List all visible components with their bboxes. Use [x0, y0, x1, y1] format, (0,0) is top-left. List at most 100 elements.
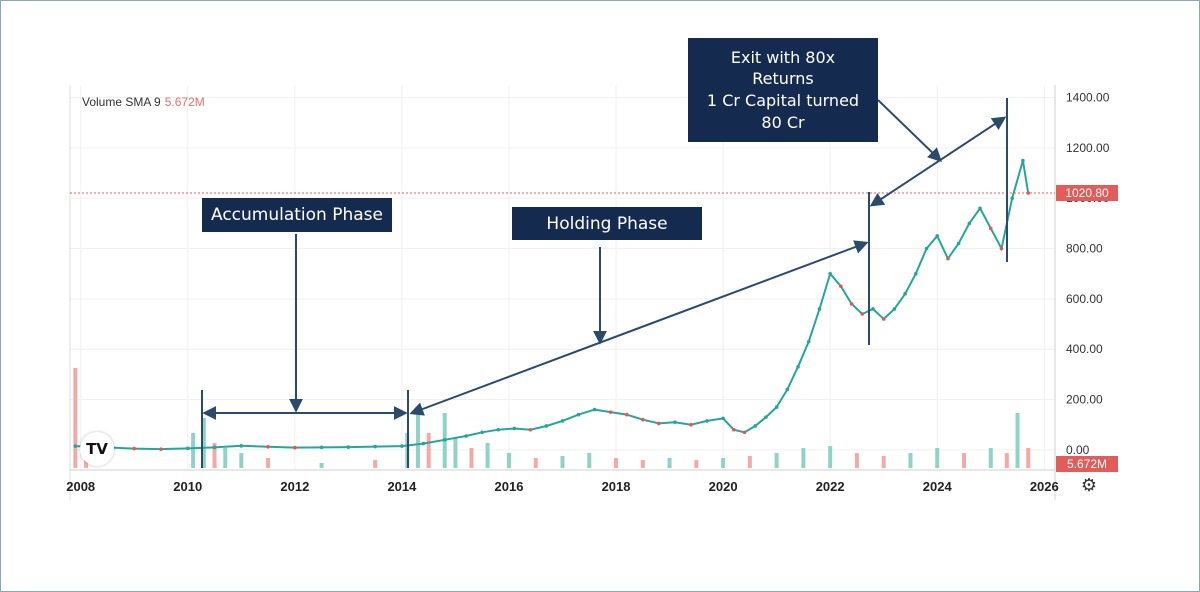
volume-legend: Volume SMA 9 5.672M	[82, 95, 205, 109]
price-point	[544, 424, 549, 428]
price-point	[266, 445, 270, 449]
price-point	[657, 421, 661, 426]
price-point	[1010, 196, 1014, 201]
exit-returns-label: Exit with 80x Returns 1 Cr Capital turne…	[688, 38, 878, 142]
price-point	[319, 445, 324, 450]
price-point	[978, 206, 982, 211]
price-point	[673, 420, 677, 424]
price-point	[946, 256, 950, 261]
price-point	[988, 226, 993, 231]
price-point	[1026, 191, 1031, 195]
exit-line-4: 80 Cr	[761, 112, 805, 132]
price-point	[721, 416, 725, 421]
price-point	[999, 246, 1004, 251]
price-point	[421, 441, 426, 446]
volume-bar	[239, 453, 244, 468]
price-point	[849, 302, 854, 306]
volume-bar	[453, 438, 458, 468]
holding-phase-label: Holding Phase	[512, 207, 702, 240]
price-point	[464, 434, 468, 438]
price-point	[346, 445, 351, 449]
price-point	[212, 445, 217, 450]
accumulation-phase-label: Accumulation Phase	[202, 198, 392, 232]
price-point	[592, 407, 597, 412]
exit-pointer-arrow	[877, 99, 943, 162]
price-point	[689, 422, 693, 427]
price-point	[1021, 158, 1025, 163]
volume-bar	[212, 443, 217, 468]
price-point	[576, 412, 581, 417]
volume-value-tag: 5.672M	[1056, 456, 1118, 472]
price-point	[373, 444, 377, 449]
holding-span-arrow	[409, 240, 869, 416]
current-price-tag: 1020.80	[1056, 185, 1118, 201]
volume-bar	[828, 446, 833, 468]
x-tick-label: 2024	[923, 479, 953, 494]
price-point	[881, 317, 886, 321]
price-point	[753, 424, 758, 428]
volume-bar	[774, 453, 779, 468]
x-tick-label: 2022	[816, 479, 845, 494]
volume-bar	[223, 448, 228, 468]
price-point	[967, 221, 972, 226]
price-point	[860, 312, 865, 316]
volume-bar	[319, 463, 324, 468]
price-line-layer	[73, 158, 1031, 451]
price-point	[132, 446, 137, 451]
price-point	[806, 339, 811, 344]
volume-bar	[373, 460, 378, 468]
x-tick-label: 2026	[1030, 479, 1059, 494]
exit-line-1: Exit with 80x	[730, 47, 836, 67]
price-point	[442, 438, 447, 442]
price-point	[764, 415, 768, 419]
tradingview-logo[interactable]: TV	[80, 432, 114, 466]
price-point	[705, 419, 709, 423]
price-point	[400, 444, 404, 448]
price-point	[239, 444, 244, 448]
price-point	[480, 430, 485, 435]
price-point	[528, 427, 533, 432]
price-ticks: 0.00200.00400.00600.00800.001000.001200.…	[1066, 91, 1110, 457]
volume-bar	[469, 448, 474, 468]
volume-bar	[587, 453, 592, 468]
exit-line-2: Returns	[752, 69, 814, 89]
x-tick-label: 2016	[495, 479, 524, 494]
x-tick-label: 2014	[387, 479, 417, 494]
volume-bar	[908, 453, 913, 468]
y-tick-label: 400.00	[1066, 342, 1103, 356]
price-point	[903, 292, 907, 296]
price-point	[839, 284, 843, 289]
x-tick-label: 2010	[173, 479, 202, 494]
price-point	[159, 447, 163, 451]
price-point	[817, 307, 822, 311]
price-point	[608, 410, 613, 414]
price-point	[293, 445, 297, 450]
y-tick-label: 800.00	[1066, 242, 1103, 256]
y-tick-label: 200.00	[1066, 393, 1103, 407]
price-point	[828, 271, 832, 276]
legend-label: Volume SMA 9	[82, 95, 161, 109]
price-point	[732, 427, 736, 432]
y-tick-label: 0.00	[1066, 443, 1090, 457]
price-point	[914, 271, 918, 276]
volume-bar	[935, 448, 940, 468]
volume-bar	[485, 443, 490, 468]
volume-bar	[191, 433, 196, 468]
volume-bar	[415, 408, 420, 468]
price-point	[624, 412, 629, 417]
price-point	[956, 241, 961, 246]
x-tick-label: 2008	[66, 479, 95, 494]
volume-bar	[533, 458, 538, 468]
price-point	[924, 246, 929, 251]
volume-bar	[694, 460, 699, 468]
volume-bar	[1026, 448, 1031, 468]
x-tick-label: 2012	[280, 479, 309, 494]
volume-bar	[721, 458, 726, 468]
price-point	[774, 405, 779, 409]
price-point	[892, 307, 897, 311]
volume-bar	[1015, 413, 1020, 468]
gear-icon[interactable]: ⚙	[1080, 474, 1098, 495]
volume-bar	[667, 458, 672, 468]
